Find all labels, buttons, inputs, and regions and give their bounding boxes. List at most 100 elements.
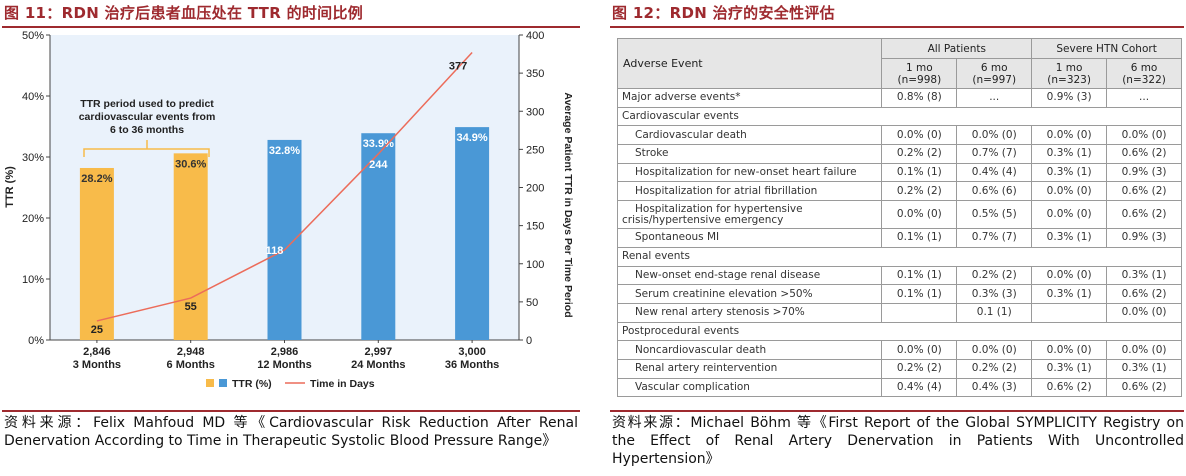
days-line [96,52,473,322]
table-cell: 0.9% (3) [1031,88,1108,108]
legend-swatch-blue [219,379,227,387]
ttr-bar [361,133,396,340]
table-row: Spontaneous MI 0.1% (1) 0.7% (7) 0.3% (1) 0.… [616,228,1182,248]
x-category-label: 36 Months [445,359,499,371]
right-source-rule [610,410,1184,412]
right-tick-label: 150 [526,221,544,233]
table-cell: 0.3% (3) [956,284,1033,304]
left-source-rule [2,410,580,412]
row-label: Hospitalization for new-onset heart fail… [616,162,883,183]
row-label: New renal artery stenosis >70% [616,302,883,323]
table-cell: ... [956,88,1033,108]
table-cell: 0.0% (0) [881,200,958,230]
table-cell: 0.0% (0) [956,125,1033,146]
legend: TTR (%) Time in Days [206,378,375,390]
column-header: 6 mo (n=997) [956,58,1033,89]
table-cell: 0.0% (0) [1031,265,1108,286]
left-tick-label: 50% [22,30,44,42]
row-label: Spontaneous MI [616,228,883,248]
table-cell: 0.3% (1) [1031,228,1108,248]
table-cell: ... [1106,88,1182,108]
ttr-chart: 0% 10% 20% 30% 40% 50% 0 50 100 150 200 250 300 350 4… [4,30,574,390]
table-cell: 0.0% (0) [1106,125,1182,146]
days-point-label: 25 [91,324,103,336]
table-cell: 0.3% (1) [1031,358,1108,379]
x-category-label: 6 Months [167,359,215,371]
table-row: Cardiovascular death 0.0% (0) 0.0% (0) 0.0%… [616,125,1182,146]
x-category-label: 24 Months [351,359,405,371]
legend-swatch-orange [206,379,214,387]
left-tick-label: 20% [22,213,44,225]
left-title-rule [2,26,580,28]
days-point-label: 55 [185,301,197,313]
table-cell: 0.0% (0) [1106,302,1182,323]
column-header: 6 mo (n=322) [1106,58,1182,89]
table-cell: 0.3% (1) [1106,358,1182,379]
annotation-line-2: cardiovascular events from [79,111,216,123]
table-cell: 0.2% (2) [956,265,1033,286]
ttr-bar-label: 34.9% [456,132,487,144]
severe-htn-header: Severe HTN Cohort [1031,38,1182,59]
table-row: Hospitalization for new-onset heart fail… [616,162,1182,183]
table-cell: 0.2% (2) [956,358,1033,379]
days-point-label: 244 [369,159,388,171]
table-row: Postprocedural events [617,321,1182,342]
table-cell: 0.9% (3) [1106,162,1182,183]
annotation-line-1: TTR period used to predict [80,98,214,110]
table-row: Hospitalization for atrial fibrillation 0… [616,181,1182,202]
table-row: Renal artery reintervention 0.2% (2) 0.2% … [616,358,1182,379]
figure-11-title: 图 11：RDN 治疗后患者血压处在 TTR 的时间比例 [4,4,364,22]
table-cell: 0.2% (2) [881,144,958,164]
table-row: Serum creatinine elevation >50% 0.1% (1) 0… [616,284,1182,304]
row-label: Noncardiovascular death [616,340,883,360]
table-cell: 0.4% (3) [956,377,1033,398]
right-axis: 0 50 100 150 200 250 300 350 400 [518,30,544,347]
legend-line-label: Time in Days [310,378,375,390]
line-series: 25 55 118 244 377 [91,52,473,336]
table-row: Vascular complication 0.4% (4) 0.4% (3) 0.6… [616,377,1182,398]
left-tick-label: 40% [22,91,44,103]
row-label: Hospitalization for hypertensive crisis/h… [616,200,883,230]
table-cell: 0.7% (7) [956,144,1033,164]
annotation-bracket [83,140,210,157]
right-tick-label: 250 [526,144,544,156]
x-category-label: 12 Months [257,359,311,371]
left-axis-title: TTR (%) [4,166,16,208]
table-cell: 0.4% (4) [956,162,1033,183]
ttr-bar-label: 30.6% [175,158,206,170]
row-label: Stroke [616,144,883,164]
table-row: Renal events [617,246,1182,267]
figure-12-title: 图 12：RDN 治疗的安全性评估 [612,4,835,22]
annotation-line-3: 6 to 36 months [110,124,184,136]
right-axis-title: Average Patient TTR in Days Per Time Per… [562,92,574,317]
days-point-label: 118 [266,245,284,257]
table-cell: 0.6% (2) [1106,377,1182,398]
table-row: Stroke 0.2% (2) 0.7% (7) 0.3% (1) 0.6% (2) [616,144,1182,164]
table-cell: 0.0% (0) [881,125,958,146]
row-label: Serum creatinine elevation >50% [616,284,883,304]
table-cell: 0.1% (1) [881,265,958,286]
ttr-period-annotation: TTR period used to predict cardiovascula… [79,98,216,157]
right-source-note: 资料来源：Michael Böhm 等《First Report of the … [612,415,1184,467]
table-cell: 0.4% (4) [881,377,958,398]
bar-series: 28.2% 30.6% 32.8% 33.9% 34.9% [79,127,490,340]
ttr-bar [79,167,114,340]
table-cell: 0.1% (1) [881,162,958,183]
row-label: Vascular complication [616,377,883,398]
column-header: 1 mo (n=998) [881,58,958,89]
left-tick-label: 10% [22,274,44,286]
ttr-bar-label: 32.8% [269,145,300,157]
table-cell: 0.0% (0) [881,340,958,360]
x-category-label: 3 Months [73,359,121,371]
row-label: Cardiovascular events [617,106,1182,127]
table-cell: 0.6% (2) [1106,144,1182,164]
table-cell: 0.0% (0) [1031,181,1108,202]
right-tick-label: 0 [526,335,532,347]
row-label: Hospitalization for atrial fibrillation [616,181,883,202]
table-cell: 0.6% (2) [1031,377,1108,398]
table-cell: 0.3% (1) [1031,162,1108,183]
table-cell: 0.5% (5) [956,200,1033,230]
x-patient-count: 2,997 [365,346,393,358]
table-cell: 0.0% (0) [1106,340,1182,360]
